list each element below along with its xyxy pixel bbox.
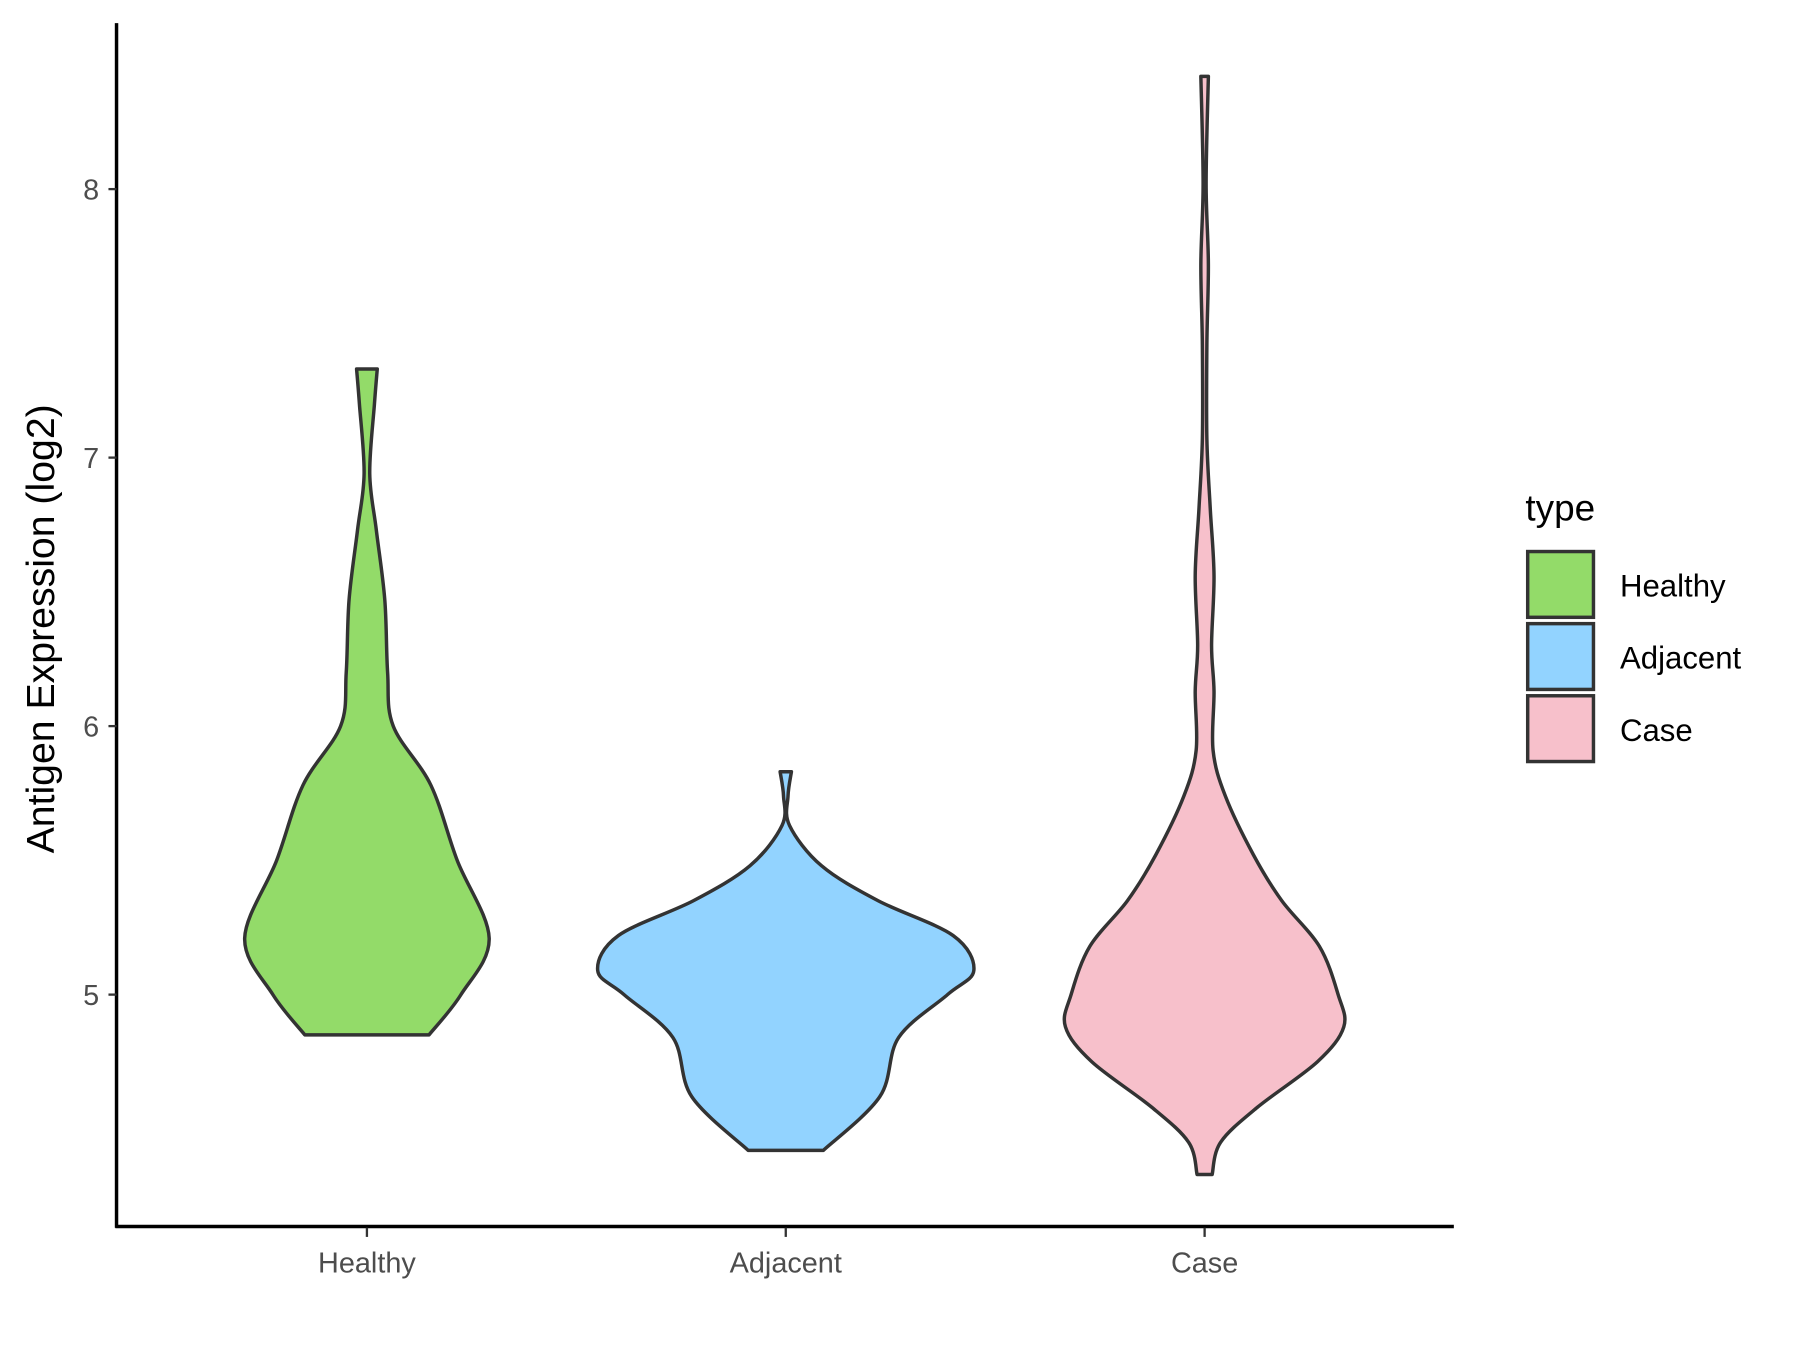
y-ticks: 5 6 7 8 [83,174,117,1012]
x-tick-label: Healthy [318,1248,416,1280]
y-tick-label: 6 [83,712,99,744]
legend-title: type [1525,487,1595,528]
violin-healthy [242,367,491,1037]
legend-key-adjacent [1525,621,1596,692]
legend-label: Adjacent [1620,641,1742,676]
violin-adjacent [595,770,976,1153]
y-tick-label: 5 [83,980,99,1012]
violins-layer [242,74,1347,1177]
x-ticks: Healthy Adjacent Case [318,1227,1238,1280]
x-tick-label: Case [1171,1248,1238,1280]
y-tick-label: 8 [83,174,99,206]
y-tick-label: 7 [83,443,99,475]
legend-key-case [1525,694,1596,764]
legend-key-healthy [1525,549,1596,620]
violin-case [1062,74,1347,1177]
legend-label: Healthy [1620,569,1726,604]
legend-label: Case [1620,713,1693,748]
x-tick-label: Adjacent [730,1248,842,1280]
y-axis-title: Antigen Expression (log2) [19,404,63,853]
legend: Healthy Adjacent Case [1525,549,1742,764]
